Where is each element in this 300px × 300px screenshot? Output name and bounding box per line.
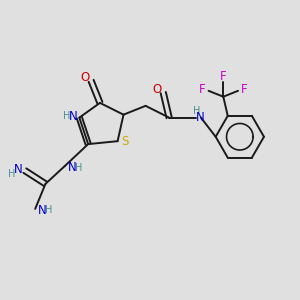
Text: H: H <box>63 111 71 121</box>
Text: N: N <box>38 204 47 217</box>
Text: H: H <box>46 206 53 215</box>
Text: N: N <box>196 111 205 124</box>
Text: H: H <box>8 169 16 179</box>
Text: O: O <box>80 71 89 84</box>
Text: F: F <box>199 83 206 96</box>
Text: O: O <box>152 83 161 96</box>
Text: N: N <box>68 110 77 123</box>
Text: N: N <box>68 161 76 174</box>
Text: F: F <box>241 83 248 96</box>
Text: F: F <box>220 70 226 83</box>
Text: N: N <box>14 163 23 176</box>
Text: H: H <box>193 106 200 116</box>
Text: H: H <box>75 163 82 173</box>
Text: S: S <box>121 135 129 148</box>
